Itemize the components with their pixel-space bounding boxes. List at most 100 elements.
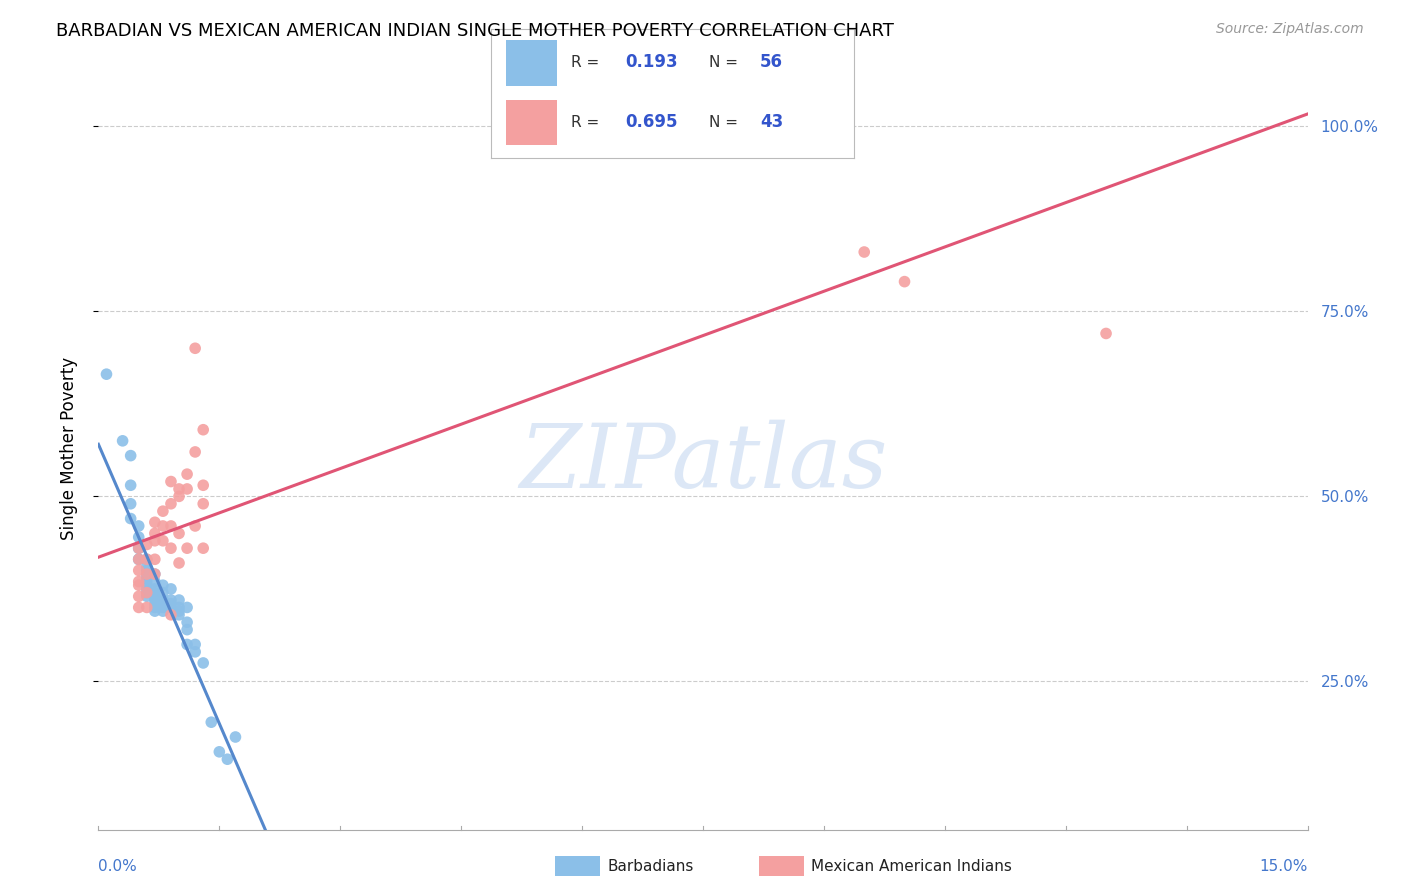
Point (184, 637, 207, 651)
Point (120, 478, 142, 492)
Point (152, 519, 174, 533)
Point (135, 600, 157, 615)
Point (143, 590, 166, 604)
Point (128, 552, 150, 566)
Point (128, 552, 150, 566)
Point (128, 600, 150, 615)
Point (160, 600, 183, 615)
Point (135, 563, 157, 577)
Point (893, 275, 915, 289)
Point (152, 578, 174, 592)
Point (135, 574, 157, 589)
Point (135, 571, 157, 585)
Text: Mexican American Indians: Mexican American Indians (811, 859, 1012, 873)
Point (167, 604, 190, 618)
Point (152, 604, 174, 618)
Point (167, 489, 190, 503)
Point (135, 582, 157, 596)
Point (135, 585, 157, 599)
Text: BARBADIAN VS MEXICAN AMERICAN INDIAN SINGLE MOTHER POVERTY CORRELATION CHART: BARBADIAN VS MEXICAN AMERICAN INDIAN SIN… (56, 22, 894, 40)
Point (160, 597, 183, 611)
Point (120, 497, 142, 511)
Point (167, 556, 190, 570)
Point (143, 516, 166, 530)
Point (152, 533, 174, 548)
Point (176, 541, 198, 556)
Point (176, 467, 198, 482)
Point (1095, 326, 1118, 341)
Point (143, 585, 166, 599)
Text: 0.0%: 0.0% (98, 859, 138, 874)
Point (120, 449, 142, 463)
Point (143, 567, 166, 582)
Point (143, 526, 166, 541)
Point (135, 578, 157, 592)
Point (184, 645, 207, 659)
Point (128, 530, 150, 544)
Point (193, 497, 215, 511)
Point (143, 600, 166, 615)
Text: ZIPatlas: ZIPatlas (519, 420, 887, 507)
Point (120, 511, 142, 525)
Point (152, 600, 174, 615)
Point (160, 475, 183, 489)
Point (193, 423, 215, 437)
Point (184, 341, 207, 355)
Point (135, 552, 157, 566)
Point (176, 482, 198, 496)
Point (184, 519, 207, 533)
Point (167, 526, 190, 541)
Point (128, 541, 150, 556)
Point (167, 593, 190, 607)
Point (128, 574, 150, 589)
Point (167, 600, 190, 615)
Point (160, 541, 183, 556)
Point (208, 745, 231, 759)
Point (143, 604, 166, 618)
Point (152, 504, 174, 518)
Y-axis label: Single Mother Poverty: Single Mother Poverty (59, 357, 77, 540)
Point (135, 552, 157, 566)
Point (135, 537, 157, 551)
Point (224, 730, 246, 744)
Point (176, 637, 198, 651)
Point (184, 445, 207, 459)
Point (128, 541, 150, 556)
Point (128, 563, 150, 577)
Point (143, 582, 166, 596)
Point (217, 752, 239, 766)
Point (143, 574, 166, 589)
Point (96, 367, 118, 381)
Point (135, 559, 157, 574)
Text: 15.0%: 15.0% (1260, 859, 1308, 874)
Point (853, 245, 876, 260)
Point (143, 533, 166, 548)
Point (135, 567, 157, 582)
Point (128, 519, 150, 533)
Point (152, 585, 174, 599)
Point (143, 552, 166, 566)
Text: Barbadians: Barbadians (607, 859, 693, 873)
Point (152, 597, 174, 611)
Point (152, 593, 174, 607)
Point (160, 607, 183, 622)
Point (128, 541, 150, 556)
Point (176, 600, 198, 615)
Point (160, 582, 183, 596)
Point (193, 478, 215, 492)
Point (193, 541, 215, 556)
Point (143, 597, 166, 611)
Point (143, 593, 166, 607)
Point (135, 585, 157, 599)
Point (176, 615, 198, 630)
Point (167, 607, 190, 622)
Point (772, 119, 794, 133)
Point (160, 519, 183, 533)
Point (193, 656, 215, 670)
Text: Source: ZipAtlas.com: Source: ZipAtlas.com (1216, 22, 1364, 37)
Point (135, 567, 157, 582)
Point (128, 578, 150, 592)
Point (135, 590, 157, 604)
Point (143, 567, 166, 582)
Point (176, 623, 198, 637)
